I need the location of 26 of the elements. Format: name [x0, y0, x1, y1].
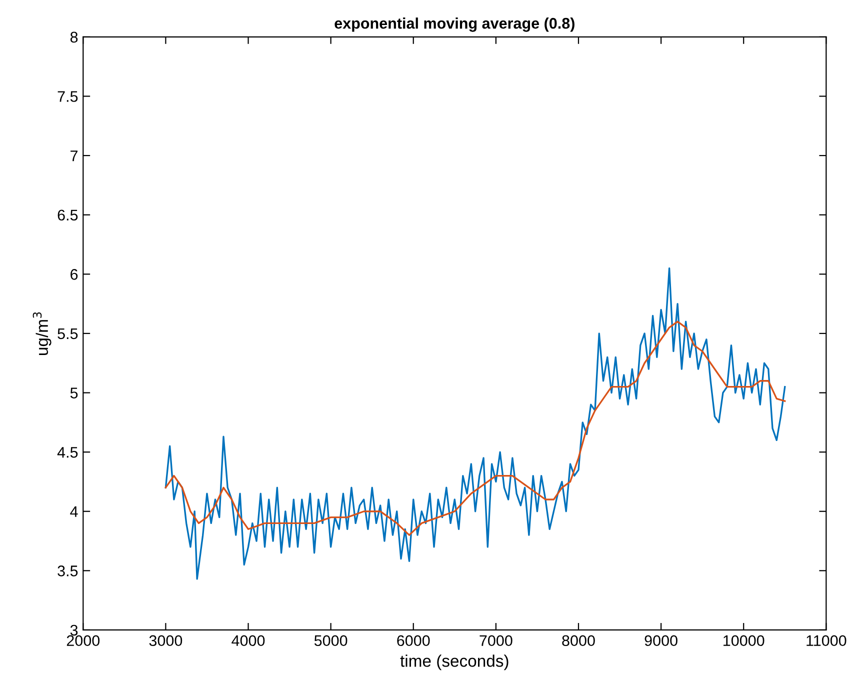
y-tick-label: 4: [70, 506, 78, 517]
x-tick-label: 5000: [314, 635, 348, 646]
x-axis-title: time (seconds): [400, 654, 508, 670]
y-tick-label: 8: [70, 32, 78, 43]
line-series: [164, 267, 786, 580]
x-tick-label: 9000: [644, 635, 678, 646]
y-tick-label: 7.5: [58, 91, 78, 102]
x-tick-label: 7000: [480, 635, 512, 646]
y-tick-label: 3: [70, 624, 78, 636]
x-tick-label: 2000: [66, 635, 100, 646]
x-tick-label: 10000: [724, 635, 764, 646]
y-tick-label: 4.5: [57, 447, 78, 458]
line-series: [164, 320, 786, 536]
y-tick-label: 6: [70, 269, 78, 280]
x-tick-label: 3000: [149, 635, 182, 646]
chart-title: exponential moving average (0.8): [334, 18, 574, 32]
y-tick-label: 5: [70, 388, 78, 398]
x-tick-label: 11000: [806, 635, 846, 646]
y-tick-label: 7: [70, 150, 78, 162]
x-tick-label: 4000: [232, 635, 265, 646]
y-tick-label: 6.5: [58, 210, 78, 221]
x-tick-label: 6000: [397, 635, 430, 646]
x-tick-label: 8000: [562, 635, 595, 646]
y-axis-title: ug/m$^{3}$: [32, 312, 52, 355]
y-tick-label: 5.5: [58, 328, 78, 340]
y-tick-label: 3.5: [58, 566, 78, 576]
